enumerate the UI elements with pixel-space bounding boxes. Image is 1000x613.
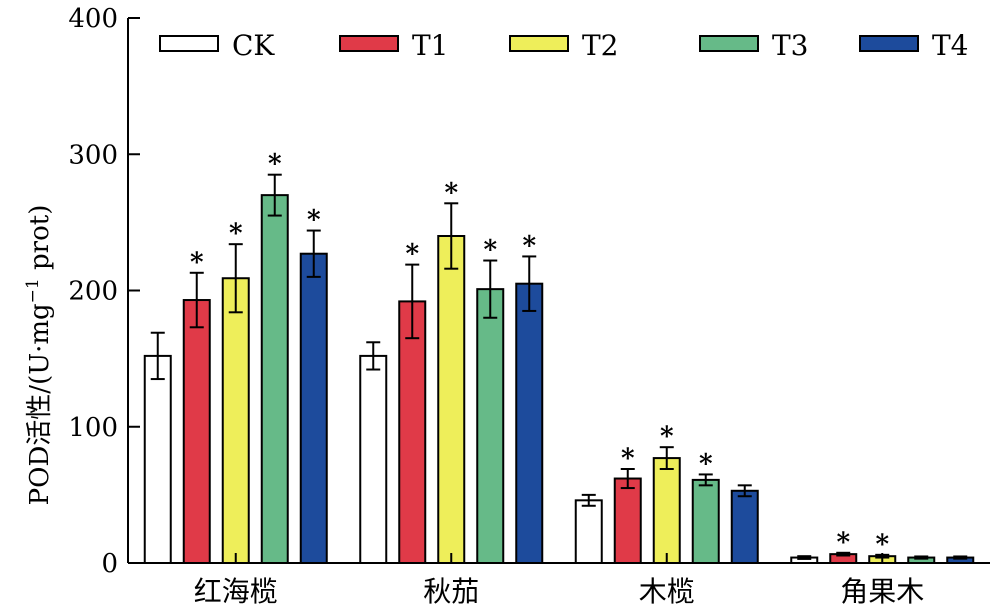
- bar: [260, 194, 289, 564]
- significance-marker: *: [405, 240, 419, 270]
- legend-swatch: [339, 35, 399, 52]
- bar: [299, 252, 328, 564]
- legend: CK T1 T2 T3 T4: [159, 29, 969, 62]
- x-category-label: 红海榄: [194, 575, 278, 608]
- significance-marker: *: [621, 444, 635, 474]
- significance-marker: *: [836, 528, 850, 558]
- significance-marker: *: [483, 236, 497, 266]
- y-tick-label: 400: [68, 4, 118, 34]
- y-tick-label: 200: [68, 277, 118, 307]
- bars: * * * * * * * * * * * * *: [143, 150, 975, 565]
- legend-swatch: [699, 35, 759, 52]
- bar: [652, 457, 681, 564]
- bar: [691, 478, 720, 565]
- significance-marker: *: [699, 449, 713, 479]
- significance-marker: *: [229, 219, 243, 249]
- significance-marker: *: [190, 248, 204, 278]
- bar: [398, 300, 427, 564]
- bar: [476, 288, 505, 564]
- legend-label: CK: [232, 29, 275, 62]
- y-tick-label: 300: [68, 140, 118, 170]
- x-category-label: 木榄: [639, 575, 695, 608]
- significance-marker: *: [444, 178, 458, 208]
- legend-swatch: [509, 35, 569, 52]
- legend-swatch: [159, 35, 219, 52]
- significance-marker: *: [522, 231, 536, 261]
- legend-label: T1: [412, 29, 449, 62]
- y-tick-label: 100: [68, 413, 118, 443]
- bar: [515, 282, 544, 564]
- bar: [574, 499, 603, 565]
- bar: [613, 477, 642, 564]
- significance-marker: *: [660, 422, 674, 452]
- axes: [127, 18, 990, 564]
- x-axis-category-labels: 红海榄 秋茄 木榄 角果木: [194, 553, 924, 608]
- bar: [182, 299, 211, 564]
- x-category-label: 秋茄: [423, 575, 479, 608]
- significance-marker: *: [307, 206, 321, 236]
- legend-label: T2: [582, 29, 619, 62]
- significance-marker: *: [268, 150, 282, 180]
- y-axis-label-prefix: POD活性/(U·mg: [25, 303, 55, 505]
- y-axis-label-superscript: −1: [23, 278, 43, 303]
- bar: [359, 354, 388, 564]
- significance-marker: *: [875, 530, 889, 560]
- y-axis-label-suffix: prot): [25, 205, 55, 279]
- bar: [437, 235, 466, 564]
- bar: [730, 489, 759, 565]
- y-axis-label: POD活性/(U·mg−1 prot): [23, 205, 55, 506]
- x-category-label: 角果木: [840, 575, 924, 608]
- bar: [221, 277, 250, 564]
- legend-label: T4: [932, 29, 969, 62]
- bar: [143, 354, 172, 564]
- y-tick-label: 0: [101, 549, 118, 579]
- legend-swatch: [859, 35, 919, 52]
- legend-label: T3: [772, 29, 809, 62]
- y-axis-ticks: 0 100 200 300 400: [68, 4, 140, 579]
